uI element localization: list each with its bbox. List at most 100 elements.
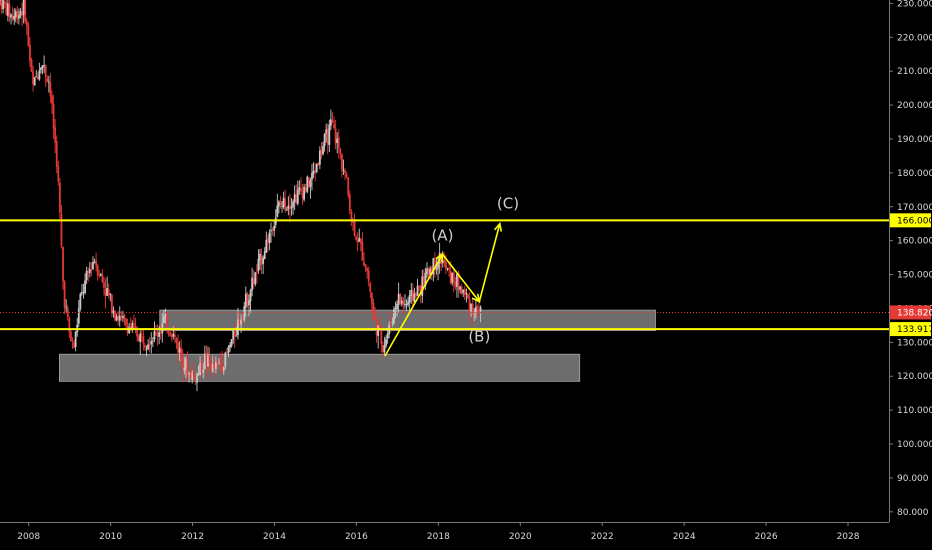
wave-label-0: (A) (431, 227, 453, 245)
candle-body (43, 64, 46, 66)
candle-body (339, 148, 342, 154)
support-zone-1[interactable] (159, 309, 656, 331)
candle-body (114, 310, 116, 320)
candle-body (262, 258, 265, 264)
candle-body (437, 262, 439, 269)
candle-body (251, 277, 254, 291)
candle-body (208, 355, 211, 364)
level-price-badge-0 (890, 213, 931, 228)
candle-body (35, 76, 38, 78)
candle-body (380, 329, 383, 344)
candle-body (303, 186, 306, 200)
candle-body (32, 71, 34, 85)
candle-body (293, 194, 296, 203)
candle-body (33, 77, 36, 86)
candle-body (158, 332, 161, 337)
candle-body (273, 225, 276, 231)
candle-body (162, 317, 165, 323)
candle-body (418, 285, 421, 287)
y-tick-label: 90.000 (897, 474, 929, 484)
candle-body (255, 271, 258, 273)
candle-body (367, 270, 370, 283)
candle-body (175, 338, 178, 344)
candle-body (331, 120, 334, 124)
candle-body (194, 374, 197, 382)
candle-body (408, 294, 411, 303)
support-zone-0[interactable] (59, 353, 581, 382)
candle-body (44, 65, 47, 77)
candle-body (192, 372, 195, 374)
candle-body (38, 70, 41, 80)
candle-body (191, 372, 194, 380)
candle-body (400, 300, 403, 304)
candle-body (396, 303, 398, 310)
candle-body (103, 282, 105, 288)
candle-body (147, 344, 150, 350)
candle-body (246, 293, 249, 306)
candle-body (271, 229, 274, 230)
candle-body (452, 272, 455, 283)
candle-body (230, 339, 233, 346)
candle-body (131, 323, 134, 329)
candle-body (370, 292, 373, 304)
candle-body (462, 289, 465, 293)
candle-body (55, 141, 58, 167)
candle-body (443, 259, 446, 263)
candle-body (205, 352, 208, 366)
y-tick-label: 230.000 (897, 0, 932, 9)
candle-body (386, 333, 389, 339)
candle-body (465, 293, 468, 295)
elliott-wave-path[interactable] (384, 223, 501, 357)
candle-body (244, 293, 247, 308)
candle-body (336, 138, 339, 143)
y-tick-label: 160.000 (897, 237, 932, 247)
candle-body (96, 265, 99, 276)
candle-body (287, 205, 290, 209)
candle-body (137, 336, 140, 342)
candle-body (393, 309, 395, 324)
candle-body (134, 325, 137, 328)
candle-body (402, 300, 405, 305)
candle-body (51, 95, 53, 104)
candle-body (142, 335, 145, 344)
candle-body (139, 333, 142, 343)
candle-body (52, 103, 55, 129)
candle-body (57, 165, 60, 182)
candle-body (348, 194, 351, 212)
candle-body (298, 187, 301, 190)
candle-body (183, 367, 186, 371)
price-axis-panel[interactable] (889, 0, 932, 550)
candle-body (21, 11, 23, 16)
wave-arrowhead (471, 293, 481, 304)
candle-body (440, 253, 443, 265)
x-tick-label: 2016 (345, 532, 368, 542)
candle-body (77, 308, 80, 324)
candle-body (82, 292, 85, 294)
level-price-badge-0-text: 166.000 (897, 216, 932, 226)
candle-body (366, 268, 369, 271)
last-price-badge-text: 138.820 (897, 308, 932, 318)
x-tick-label: 2012 (181, 532, 204, 542)
candle-body (285, 209, 288, 211)
candle-body (213, 363, 216, 369)
y-tick-label: 220.000 (897, 33, 932, 43)
candle-body (207, 355, 209, 367)
time-axis-panel[interactable] (0, 522, 932, 550)
candle-body (397, 294, 400, 305)
candle-body (474, 307, 477, 313)
candle-body (248, 300, 250, 306)
candle-body (92, 262, 94, 270)
candle-body (221, 363, 224, 372)
candle-body (470, 303, 473, 312)
candle-body (70, 331, 72, 342)
x-tick-label: 2008 (17, 532, 40, 542)
candle-body (399, 294, 402, 303)
candle-body (422, 275, 425, 286)
candle-body (311, 173, 313, 180)
wave-arrowhead (494, 221, 503, 232)
candle-body (27, 25, 30, 47)
candle-body (429, 268, 432, 275)
y-tick-label: 100.000 (897, 440, 932, 450)
